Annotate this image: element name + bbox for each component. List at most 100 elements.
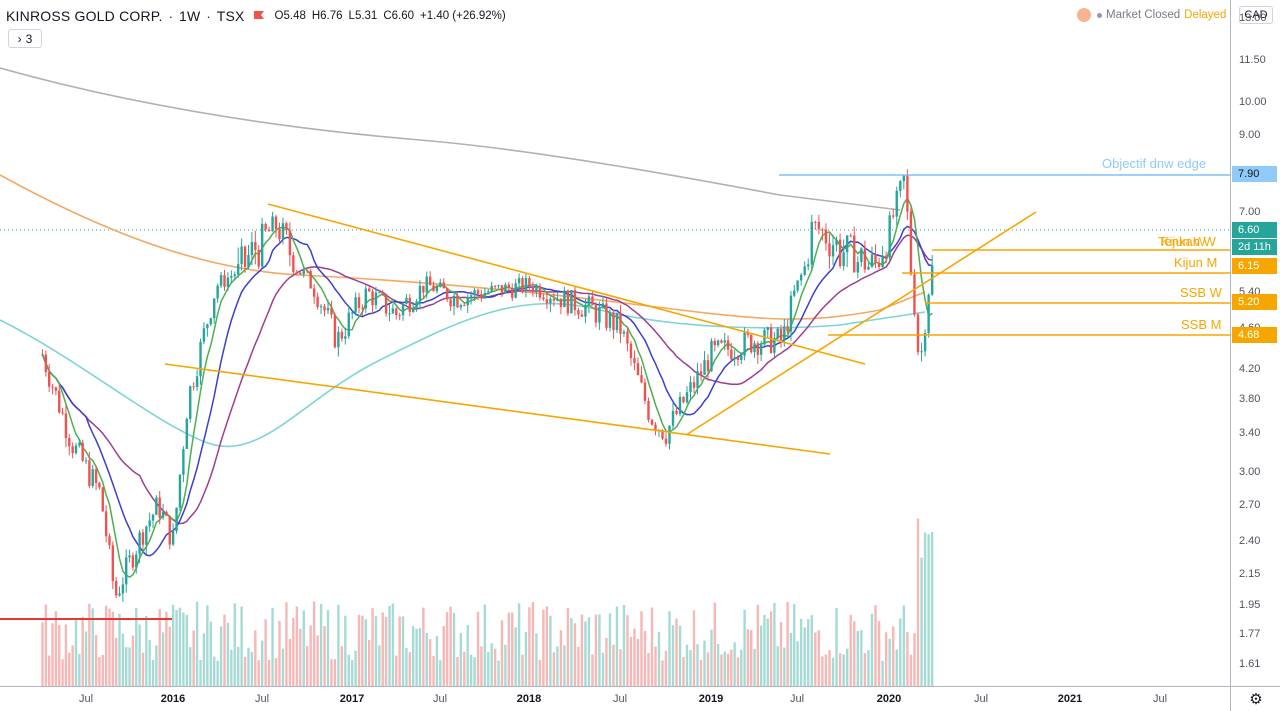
candle-body xyxy=(706,360,710,372)
price-tick: 1.77 xyxy=(1239,628,1261,640)
volume-bar xyxy=(524,631,528,686)
volume-bar xyxy=(906,631,909,686)
volume-bar xyxy=(601,652,605,686)
volume-bar xyxy=(459,633,463,686)
price-chart[interactable] xyxy=(0,0,1230,686)
trendline-lower xyxy=(164,363,831,455)
candle-body xyxy=(750,335,753,353)
volume-bar xyxy=(98,656,101,686)
volume-bar xyxy=(538,659,542,686)
volume-bar xyxy=(730,649,733,686)
price-tick: 2.15 xyxy=(1239,568,1261,580)
candle-body xyxy=(71,446,74,454)
candle-body xyxy=(78,442,81,446)
price-label-last: 6.60 xyxy=(1232,222,1277,238)
volume-bar xyxy=(195,601,199,686)
volume-bar xyxy=(114,638,118,686)
volume-bar xyxy=(388,605,391,686)
candle-body xyxy=(456,295,459,308)
volume-bar xyxy=(425,633,428,686)
volume-bar xyxy=(442,626,445,686)
volume-bar xyxy=(302,610,305,686)
candle-body xyxy=(500,285,504,294)
volume-bar xyxy=(319,603,323,686)
volume-bar xyxy=(68,652,71,686)
volume-bar xyxy=(773,602,776,686)
candle-body xyxy=(364,288,367,309)
symbol-legend: KINROSS GOLD CORP. · 1W · TSX O5.48 H6.7… xyxy=(6,8,506,24)
volume-bar xyxy=(756,604,760,686)
candle-body xyxy=(64,413,68,438)
candle-body xyxy=(158,497,161,518)
volume-bar xyxy=(432,655,435,686)
volume-bar xyxy=(723,651,726,686)
tenkan-w-label: Tenkan W xyxy=(1158,234,1216,249)
candle-body xyxy=(418,285,422,302)
candle-body xyxy=(654,424,657,431)
candle-body xyxy=(151,514,155,521)
chart-pane[interactable] xyxy=(0,0,1230,686)
candle-body xyxy=(789,295,793,332)
candle-body xyxy=(61,412,64,414)
volume-bar xyxy=(542,609,545,686)
price-scale[interactable]: 13.0011.5010.009.007.005.404.604.203.803… xyxy=(1230,0,1280,686)
volume-bar xyxy=(405,647,408,686)
candle-body xyxy=(845,235,849,253)
market-status-icon[interactable] xyxy=(1077,8,1091,22)
candle-body xyxy=(538,285,542,298)
flag-icon[interactable] xyxy=(253,10,265,22)
volume-bar xyxy=(726,653,730,686)
volume-bar xyxy=(309,625,312,686)
time-scale[interactable]: Jul 2016 Jul 2017 Jul 2018 Jul 2019 Jul 2020 Jul 20… xyxy=(0,686,1230,711)
volume-bar xyxy=(192,630,195,686)
volume-bar xyxy=(776,646,779,686)
price-label-ssb_m: 4.68 xyxy=(1232,327,1277,343)
candle-body xyxy=(168,515,171,545)
volume-bar xyxy=(619,649,622,686)
volume-bar xyxy=(895,649,898,686)
volume-bar xyxy=(888,638,891,686)
volume-bar xyxy=(135,608,138,686)
volume-bar xyxy=(769,611,773,686)
candle-body xyxy=(118,593,121,596)
volume-bar xyxy=(168,626,171,686)
candle-body xyxy=(710,340,713,372)
candle-body xyxy=(401,303,405,316)
candle-body xyxy=(633,357,636,364)
candle-body xyxy=(274,216,278,230)
candle-body xyxy=(395,308,398,316)
volume-bar xyxy=(629,636,633,686)
candle-body xyxy=(793,290,796,296)
volume-bar xyxy=(594,614,598,686)
volume-bar xyxy=(580,614,584,686)
volume-bar xyxy=(899,618,902,686)
volume-bar xyxy=(121,633,125,686)
interval-label[interactable]: 1W xyxy=(178,8,201,24)
volume-bar xyxy=(364,619,367,686)
time-label: Jul xyxy=(254,693,270,705)
collapse-indicators-button[interactable]: › 3 xyxy=(8,29,42,48)
candle-body xyxy=(835,239,838,246)
volume-bar xyxy=(299,628,302,686)
volume-bar xyxy=(473,657,476,686)
volume-bar xyxy=(671,625,675,686)
volume-bar xyxy=(41,622,44,686)
volume-bar xyxy=(101,654,104,686)
volume-bar xyxy=(803,627,806,686)
candle-body xyxy=(243,246,247,267)
volume-bar xyxy=(202,633,206,686)
volume-bar xyxy=(573,623,577,686)
candle-body xyxy=(330,307,333,315)
change-value: +1.40 (+26.92%) xyxy=(420,10,506,22)
volume-bar xyxy=(923,532,927,686)
volume-bar xyxy=(161,632,165,686)
volume-bar xyxy=(783,647,786,686)
candle-body xyxy=(104,511,108,537)
currency-button[interactable]: CAD xyxy=(1239,6,1273,24)
candle-body xyxy=(480,293,483,299)
settings-icon[interactable]: ⚙ xyxy=(1230,686,1280,711)
volume-bar xyxy=(786,601,789,686)
symbol-name[interactable]: KINROSS GOLD CORP. xyxy=(6,8,163,24)
volume-bar xyxy=(61,659,64,686)
candle-body xyxy=(247,255,250,267)
